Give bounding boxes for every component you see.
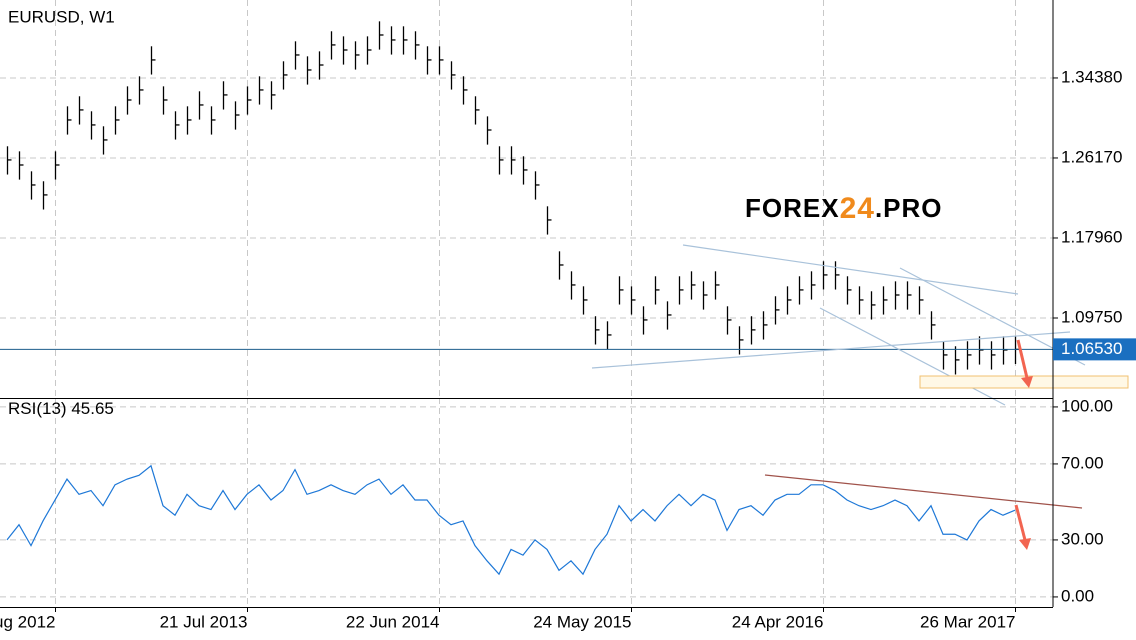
- y-tick-label: 1.34380: [1061, 67, 1122, 86]
- y-tick-label: 70.00: [1061, 453, 1104, 472]
- x-tick-label: 22 Jun 2014: [346, 612, 440, 631]
- x-tick-label: 24 May 2015: [533, 612, 631, 631]
- mark-layer: [0, 21, 1053, 576]
- y-tick-label: 30.00: [1061, 529, 1104, 548]
- indicator-value: 45.65: [71, 399, 114, 418]
- arrow-head: [1021, 376, 1033, 388]
- y-tick-label: 1.26170: [1061, 147, 1122, 166]
- y-tick-label: 1.17960: [1061, 227, 1122, 246]
- current-price-label: 1.06530: [1061, 339, 1122, 358]
- watermark: FOREX24.PRO: [745, 192, 943, 225]
- rsi-trend-line: [764, 474, 1083, 509]
- watermark-text: FOREX: [745, 193, 840, 223]
- grid-layer: [0, 0, 1053, 607]
- trend-line: [682, 244, 1019, 295]
- arrow: [1014, 504, 1027, 541]
- x-tick-label: 21 Jul 2013: [160, 612, 248, 631]
- chart-title: EURUSD, W1: [8, 7, 115, 26]
- x-tick-label: 19 Aug 2012: [0, 612, 56, 631]
- indicator-label: RSI(13) 45.65: [8, 399, 114, 418]
- rsi-line: [6, 464, 1016, 576]
- x-tick-label: 24 Apr 2016: [732, 612, 824, 631]
- y-tick-label: 1.09750: [1061, 307, 1122, 326]
- x-tick-label: 26 Mar 2017: [920, 612, 1015, 631]
- y-tick-label: 100.00: [1061, 396, 1113, 415]
- watermark-text: .PRO: [875, 193, 943, 223]
- watermark-accent: 24: [840, 192, 875, 225]
- trend-line: [819, 307, 1006, 406]
- target-zone: [919, 375, 1129, 389]
- current-price-tag: [1053, 338, 1136, 361]
- indicator-name: RSI(13): [8, 399, 67, 418]
- arrow: [1016, 339, 1029, 379]
- arrow-head: [1019, 538, 1031, 550]
- trend-line: [591, 331, 1071, 369]
- y-tick-label: 0.00: [1061, 586, 1094, 605]
